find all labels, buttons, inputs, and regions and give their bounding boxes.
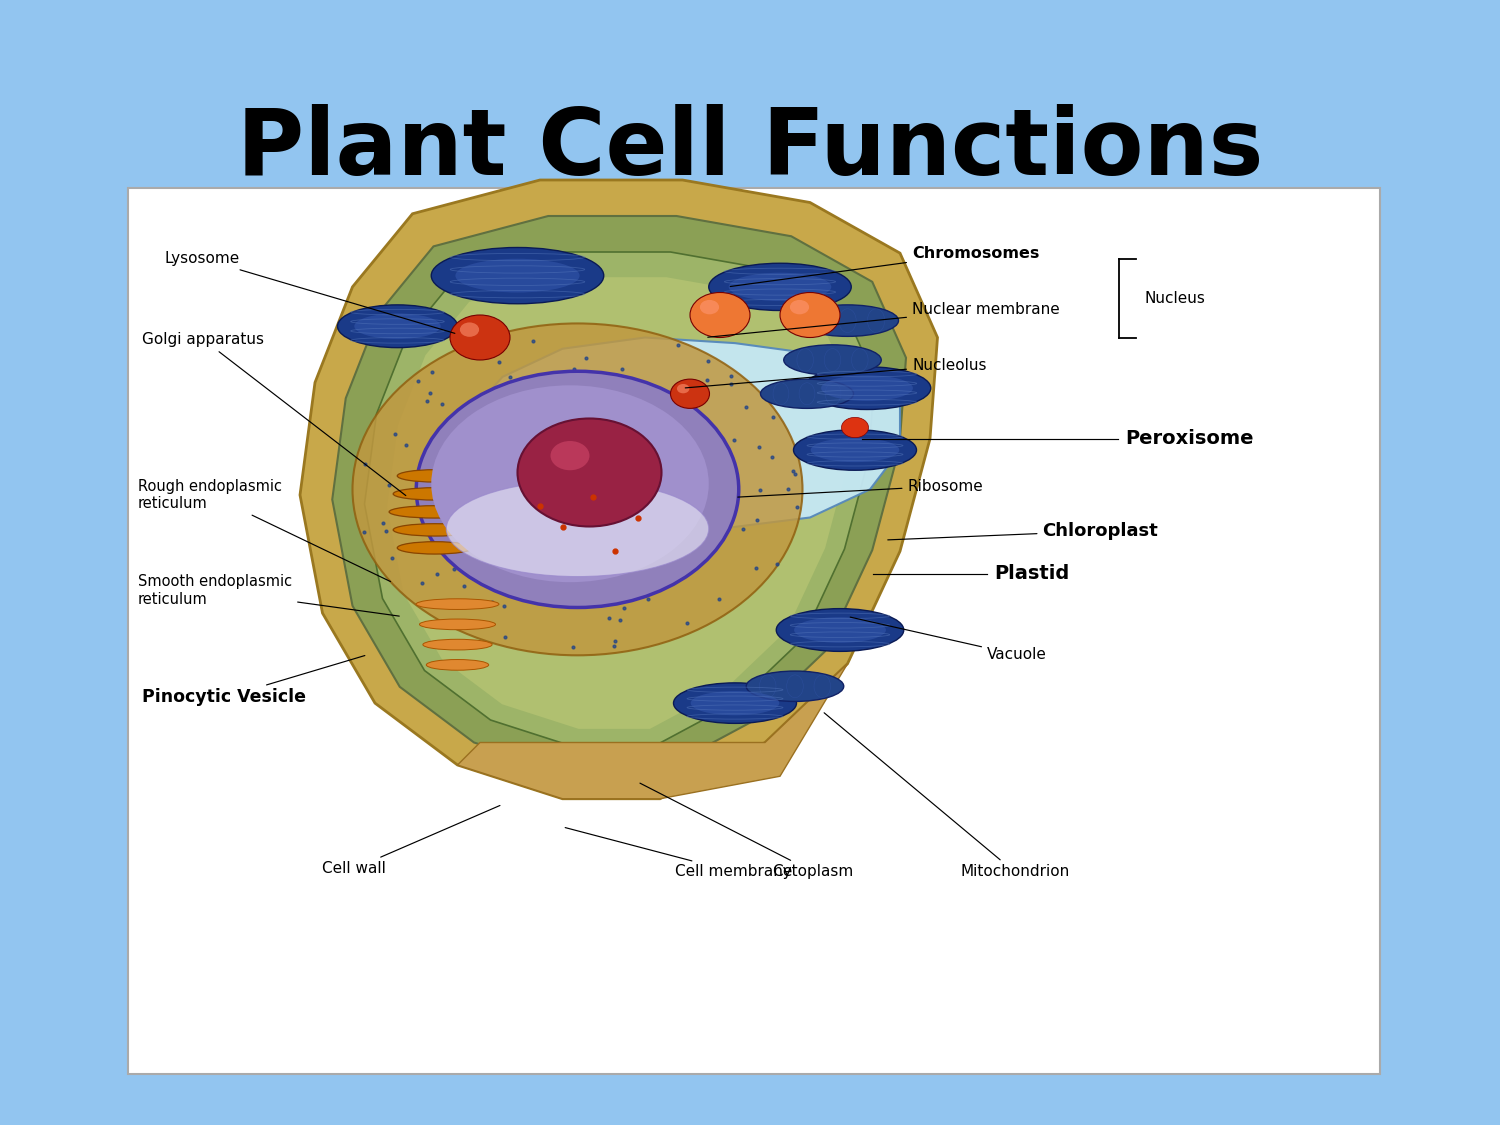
Ellipse shape bbox=[747, 670, 843, 702]
Text: Plant Cell Functions: Plant Cell Functions bbox=[237, 104, 1263, 194]
Ellipse shape bbox=[423, 639, 492, 650]
Circle shape bbox=[460, 323, 478, 336]
Ellipse shape bbox=[338, 305, 458, 348]
Circle shape bbox=[550, 441, 590, 470]
Circle shape bbox=[700, 300, 718, 314]
Text: Golgi apparatus: Golgi apparatus bbox=[142, 332, 406, 495]
Circle shape bbox=[842, 417, 868, 438]
Polygon shape bbox=[472, 338, 900, 529]
Ellipse shape bbox=[794, 430, 916, 470]
Text: Nucleus: Nucleus bbox=[1144, 290, 1206, 306]
Text: Vacuole: Vacuole bbox=[850, 618, 1047, 663]
Ellipse shape bbox=[674, 683, 796, 723]
Ellipse shape bbox=[426, 659, 489, 670]
Text: Pinocytic Vesicle: Pinocytic Vesicle bbox=[142, 656, 364, 706]
Ellipse shape bbox=[416, 598, 500, 610]
Circle shape bbox=[676, 384, 690, 394]
Circle shape bbox=[670, 379, 710, 408]
Ellipse shape bbox=[784, 344, 882, 376]
Text: Smooth endoplasmic
reticulum: Smooth endoplasmic reticulum bbox=[138, 575, 399, 616]
Polygon shape bbox=[387, 277, 852, 729]
Polygon shape bbox=[300, 180, 938, 799]
Text: Plastid: Plastid bbox=[994, 565, 1070, 583]
Ellipse shape bbox=[432, 385, 708, 583]
Text: Ribosome: Ribosome bbox=[738, 478, 984, 497]
Ellipse shape bbox=[398, 541, 472, 554]
Ellipse shape bbox=[760, 379, 853, 408]
Circle shape bbox=[518, 418, 662, 526]
Ellipse shape bbox=[794, 618, 886, 642]
Text: Lysosome: Lysosome bbox=[165, 251, 454, 333]
Ellipse shape bbox=[777, 609, 903, 651]
Text: Chloroplast: Chloroplast bbox=[888, 522, 1158, 540]
Text: Nucleolus: Nucleolus bbox=[686, 358, 987, 388]
Circle shape bbox=[790, 300, 808, 314]
Text: Peroxisome: Peroxisome bbox=[1125, 430, 1254, 448]
Text: Rough endoplasmic
reticulum: Rough endoplasmic reticulum bbox=[138, 479, 390, 582]
Ellipse shape bbox=[416, 371, 738, 608]
Ellipse shape bbox=[354, 314, 441, 339]
Ellipse shape bbox=[398, 469, 472, 482]
Ellipse shape bbox=[810, 438, 900, 462]
Text: Cytoplasm: Cytoplasm bbox=[640, 783, 854, 880]
Ellipse shape bbox=[432, 248, 603, 304]
Ellipse shape bbox=[447, 482, 708, 577]
Circle shape bbox=[450, 315, 510, 360]
Text: Nuclear membrane: Nuclear membrane bbox=[708, 302, 1059, 338]
Polygon shape bbox=[364, 252, 874, 747]
Ellipse shape bbox=[352, 324, 802, 655]
Text: Mitochondrion: Mitochondrion bbox=[824, 713, 1070, 880]
Text: Cell membrane: Cell membrane bbox=[566, 828, 792, 880]
Circle shape bbox=[780, 292, 840, 338]
Text: Cell wall: Cell wall bbox=[322, 806, 500, 876]
Ellipse shape bbox=[388, 506, 482, 518]
Ellipse shape bbox=[420, 619, 495, 630]
Circle shape bbox=[690, 292, 750, 338]
Ellipse shape bbox=[821, 376, 914, 400]
Ellipse shape bbox=[796, 305, 898, 336]
Ellipse shape bbox=[393, 487, 477, 500]
Ellipse shape bbox=[729, 272, 831, 302]
Polygon shape bbox=[458, 664, 848, 799]
Ellipse shape bbox=[708, 263, 852, 310]
Ellipse shape bbox=[802, 367, 930, 410]
Ellipse shape bbox=[456, 259, 579, 292]
Text: Chromosomes: Chromosomes bbox=[730, 245, 1040, 287]
Ellipse shape bbox=[393, 524, 477, 536]
Bar bbox=[128, 188, 1380, 1074]
Ellipse shape bbox=[690, 691, 780, 716]
Polygon shape bbox=[333, 216, 906, 773]
